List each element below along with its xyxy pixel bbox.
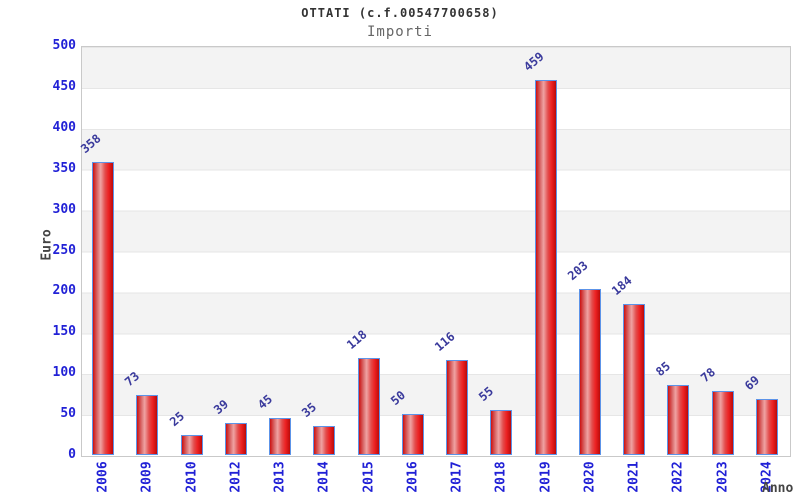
x-tick-label: 2013 [272, 461, 288, 493]
x-axis-title: Anno [762, 481, 794, 496]
x-tick-label: 2023 [715, 461, 731, 493]
y-tick-label: 150 [52, 324, 76, 340]
x-tick-label: 2009 [139, 461, 155, 493]
x-tick-label: 2010 [184, 461, 200, 493]
x-tick-label: 2018 [493, 461, 509, 493]
x-tick-label: 2012 [228, 461, 244, 493]
x-tick-label: 2020 [582, 461, 598, 493]
x-tick-label: 2014 [316, 461, 332, 493]
y-tick-label: 100 [52, 365, 76, 381]
x-tick-label: 2015 [361, 461, 377, 493]
y-tick-label: 50 [60, 406, 76, 422]
y-tick-label: 450 [52, 78, 76, 94]
x-tick-label: 2006 [95, 461, 111, 493]
y-tick-label: 500 [52, 38, 76, 53]
y-tick-label: 300 [52, 201, 76, 217]
x-tick-label: 2022 [670, 461, 686, 493]
x-tick-label: 2017 [449, 461, 465, 493]
y-tick-label: 0 [68, 447, 76, 462]
plot-area [81, 46, 791, 457]
x-tick-label: 2016 [405, 461, 421, 493]
y-tick-label: 250 [52, 242, 76, 258]
y-axis-title: Euro [39, 229, 55, 261]
x-tick-label: 2019 [538, 461, 554, 493]
x-tick-label: 2021 [626, 461, 642, 493]
y-tick-label: 200 [52, 283, 76, 299]
chart-subtitle: Importi [366, 24, 433, 40]
y-tick-label: 400 [52, 119, 76, 135]
y-tick-label: 350 [52, 160, 76, 176]
chart-title: OTTATI (c.f.00547700658) [301, 6, 499, 20]
